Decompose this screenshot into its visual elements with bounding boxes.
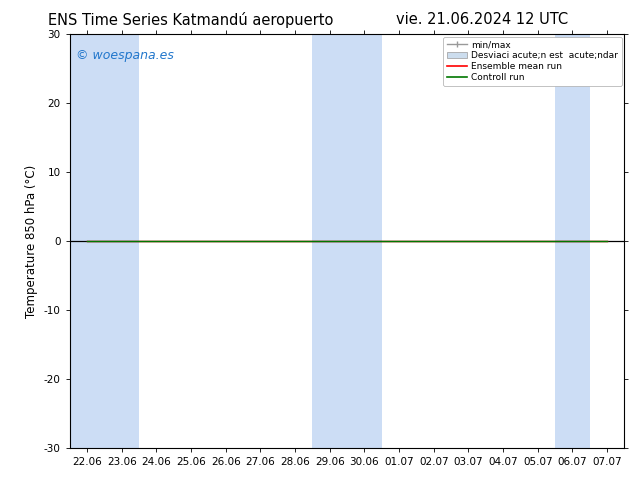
Bar (313, 34, 382, 448)
Text: © woespana.es: © woespana.es (76, 49, 174, 62)
Text: ENS Time Series Katmandú aeropuerto: ENS Time Series Katmandú aeropuerto (48, 12, 333, 28)
Y-axis label: Temperature 850 hPa (°C): Temperature 850 hPa (°C) (25, 165, 38, 318)
Text: vie. 21.06.2024 12 UTC: vie. 21.06.2024 12 UTC (396, 12, 568, 27)
Bar (555, 34, 590, 448)
Bar (70, 34, 139, 448)
Legend: min/max, Desviaci acute;n est  acute;ndar, Ensemble mean run, Controll run: min/max, Desviaci acute;n est acute;ndar… (443, 37, 622, 86)
